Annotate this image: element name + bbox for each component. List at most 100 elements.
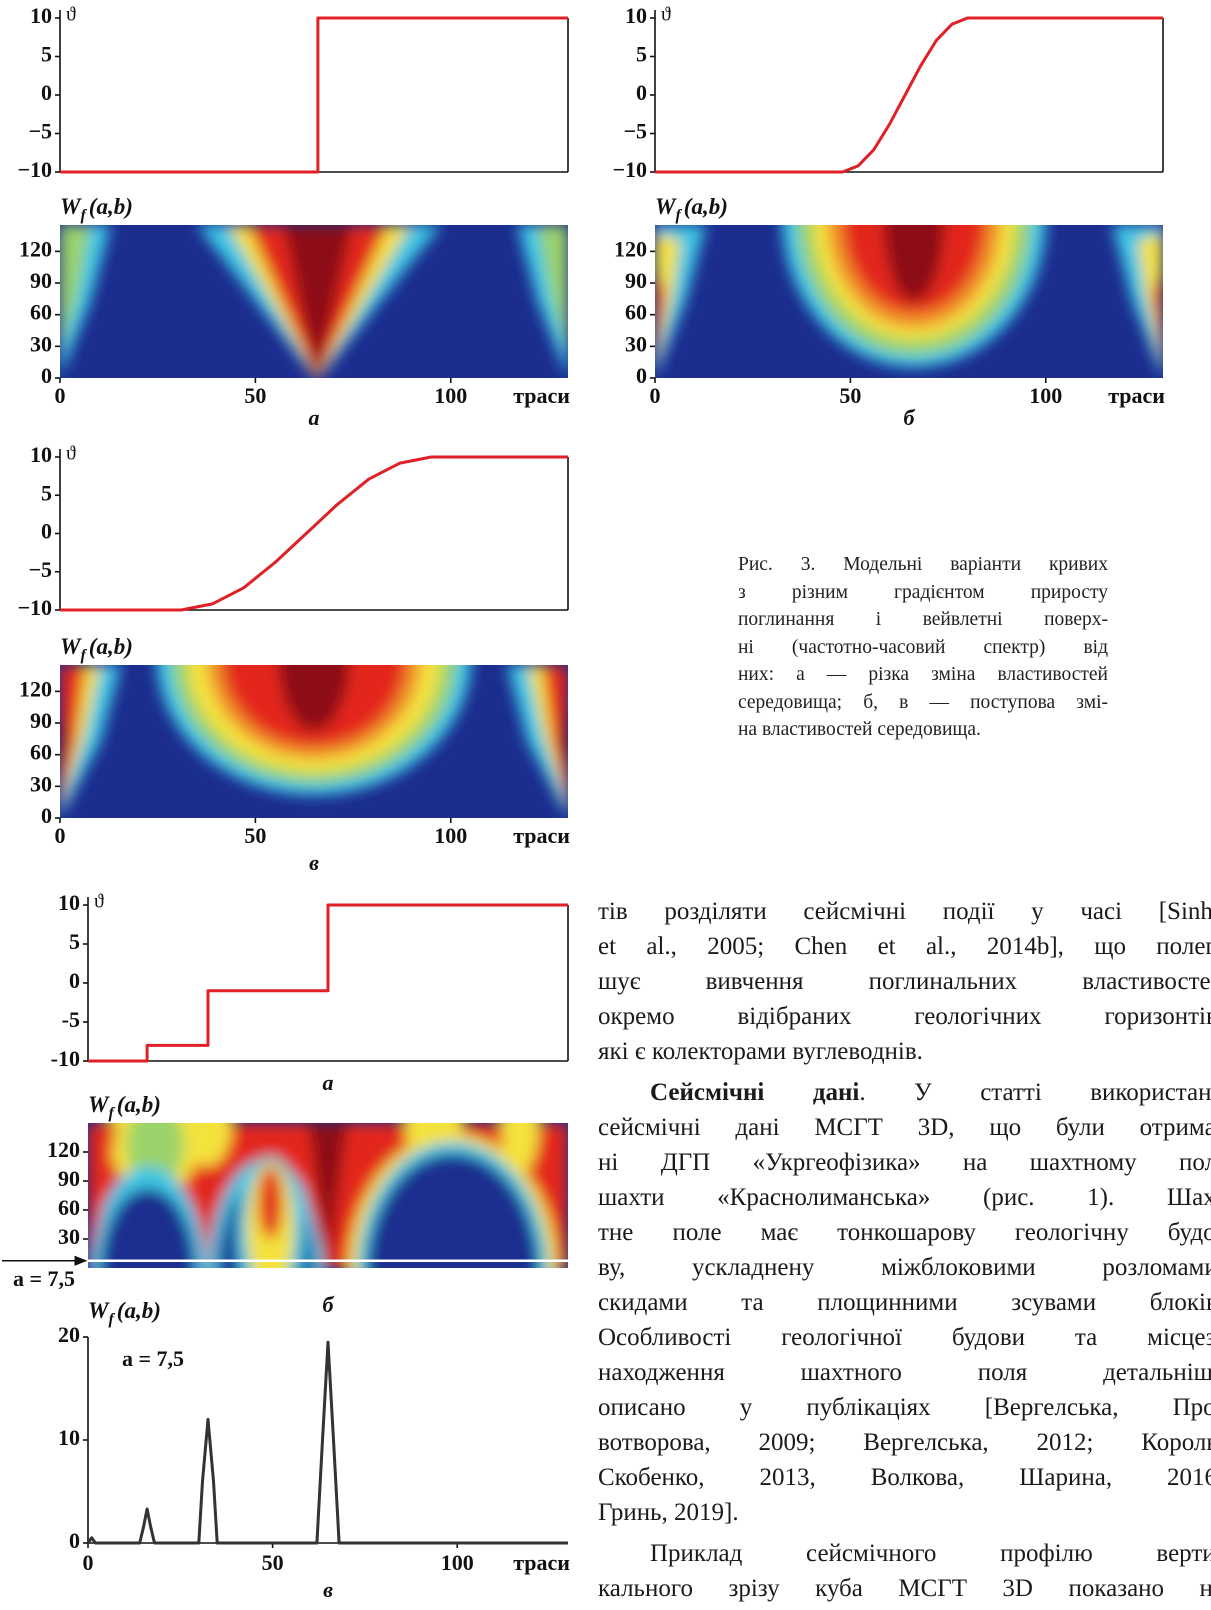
text-line: сейсмічні дані МСГТ 3D, що були отрима- — [598, 1114, 1211, 1141]
heat-region — [283, 225, 353, 378]
text-line: шує вивчення поглинальних властивостей — [598, 968, 1211, 995]
y-axis-label: ϑ — [66, 4, 76, 26]
profile-curve — [86, 1340, 568, 1545]
text-line: описано у публікаціях [Вергелська, Про- — [598, 1394, 1211, 1421]
axis-title-args: (a,b) — [117, 1092, 161, 1117]
heat-region — [655, 270, 666, 363]
curve-plot: 10 5 0 −5 −10 ϑ — [17, 442, 569, 620]
y-axis-label: ϑ — [66, 443, 76, 465]
y-tick-label: 0 — [41, 80, 52, 105]
heatmap — [655, 225, 1163, 378]
y-axis-label: ϑ — [661, 4, 671, 26]
heat-region — [1137, 232, 1163, 371]
heat-region — [88, 1123, 117, 1268]
panel-label: в — [309, 850, 319, 875]
x-axis-label: траси — [513, 383, 570, 408]
text-line: Скобенко, 2013, Волкова, Шарина, 2016; — [598, 1464, 1211, 1491]
text-line: находження шахтного поля детальніше — [598, 1359, 1211, 1386]
y-tick-label: 120 — [19, 236, 52, 261]
x-tick-label: 50 — [244, 383, 266, 408]
text-line: тне поле має тонкошарову геологічну будо… — [598, 1219, 1211, 1246]
y-tick-label: 120 — [19, 676, 52, 701]
panel-label: б — [904, 405, 916, 430]
y-tick-label: 0 — [69, 1528, 80, 1553]
y-tick-label: 0 — [69, 968, 80, 993]
y-tick-label: -5 — [62, 1007, 80, 1032]
y-tick-label: 60 — [30, 740, 52, 765]
wavelet-surface: 120 90 60 30 0 Wf (a,b) 0 50 100 траси — [614, 194, 1165, 408]
heatmap-colors — [60, 225, 568, 378]
y-tick-label: -10 — [51, 1046, 80, 1071]
heat-region — [655, 232, 681, 371]
y-tick-label: −5 — [623, 119, 647, 144]
panel-label: а — [323, 1070, 334, 1095]
wavelet-surface: 120 90 60 30 Wf (a,b) a = 7,5 — [2, 1092, 568, 1291]
text-line: Особливості геологічної будови та місцез… — [598, 1324, 1211, 1351]
heat-region — [542, 665, 568, 806]
wavelet-surface: 120 90 60 30 0 Wf (a,b) 0 50 100 траси — [19, 194, 570, 408]
heat-region — [883, 225, 945, 302]
y-tick-label: 10 — [30, 442, 52, 467]
y-tick-label: 5 — [69, 929, 80, 954]
heat-region — [184, 1123, 232, 1167]
x-axis-label: траси — [513, 823, 570, 848]
caption-line: на властивостей середовища. — [738, 719, 981, 740]
y-tick-label: 30 — [30, 331, 52, 356]
text-line: вотворова, 2009; Вергелська, 2012; Корол… — [598, 1429, 1211, 1456]
y-tick-label: −5 — [28, 119, 52, 144]
text-line: ні ДГП «Укргеофізика» на шахтному полі — [598, 1149, 1211, 1176]
x-axis-label: траси — [1108, 383, 1165, 408]
curve-plot: 10 5 0 −5 −10 ϑ — [17, 3, 569, 182]
curve-plot: 10 5 0 -5 -10 ϑ — [51, 890, 569, 1071]
y-tick-label: 0 — [41, 363, 52, 388]
axis-title-main: W — [88, 1298, 110, 1323]
axis-title-args: (a,b) — [89, 194, 133, 219]
x-tick-label: 50 — [839, 383, 861, 408]
text-line: окремо відібраних геологічних горизонтів… — [598, 1003, 1211, 1030]
curve — [60, 16, 568, 174]
y-tick-label: 0 — [41, 803, 52, 828]
y-tick-label: −10 — [612, 157, 647, 182]
y-tick-label: −10 — [17, 595, 52, 620]
level-label: a = 7,5 — [13, 1266, 75, 1291]
axis-title: Wf (a,b) — [60, 194, 133, 223]
heat-region — [60, 710, 68, 773]
x-tick-label: 100 — [441, 1550, 474, 1575]
y-tick-label: 60 — [58, 1195, 80, 1220]
y-tick-label: −5 — [28, 557, 52, 582]
axis-title-sub: f — [108, 1105, 115, 1122]
caption-line: них: а — різка зміна властивостей — [738, 664, 1108, 685]
text-line: et al., 2005; Chen et al., 2014b], що по… — [598, 933, 1211, 960]
text-line: Гринь, 2019]. — [598, 1499, 739, 1526]
heatmap — [88, 1123, 568, 1268]
y-tick-label: 30 — [30, 771, 52, 796]
heatmap-colors — [88, 1123, 568, 1268]
axis-title: Wf (a,b) — [88, 1092, 161, 1121]
heat-region — [539, 1123, 568, 1268]
heatmap — [60, 665, 568, 818]
heat-region — [1152, 270, 1163, 363]
wavelet-surface: 120 90 60 30 0 Wf (a,b) 0 50 100 траси — [19, 634, 570, 848]
axis-title: Wf (a,b) — [655, 194, 728, 223]
heatmap — [60, 225, 568, 378]
panel-label: в — [323, 1577, 333, 1602]
y-tick-label: 120 — [47, 1137, 80, 1162]
axis-title: Wf (a,b) — [60, 634, 133, 663]
y-tick-label: 90 — [58, 1166, 80, 1191]
text-line: які є колекторами вуглеводнів. — [598, 1038, 923, 1065]
y-tick-label: 10 — [625, 3, 647, 28]
text-line: тів розділяти сейсмічні події у часі [Si… — [598, 898, 1211, 925]
curve — [655, 16, 1163, 174]
y-tick-label: 60 — [625, 300, 647, 325]
text-line: Сейсмічні дані. У статті використано — [650, 1075, 1211, 1110]
y-tick-label: 0 — [636, 363, 647, 388]
text-line: шахти «Краснолиманська» (рис. 1). Шах- — [598, 1184, 1211, 1211]
x-tick-label: 100 — [434, 823, 467, 848]
y-tick-label: 10 — [58, 890, 80, 915]
y-tick-label: 0 — [636, 80, 647, 105]
y-tick-label: 30 — [58, 1224, 80, 1249]
text-line: ву, ускладнену міжблоковими розломами, — [598, 1254, 1211, 1281]
